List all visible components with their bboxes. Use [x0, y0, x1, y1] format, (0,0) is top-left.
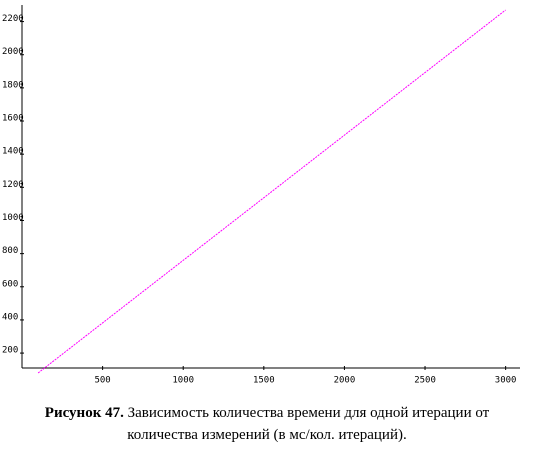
y-tick-label: 1000	[2, 213, 24, 223]
caption-line: количества измерений (в мс/кол. итераций…	[0, 427, 534, 444]
caption-label: Рисунок 47.	[44, 405, 124, 421]
y-tick-label: 600	[2, 279, 18, 289]
y-tick-label: 2200	[2, 14, 24, 24]
x-tick-label: 1000	[172, 376, 194, 386]
y-tick-label: 400	[2, 312, 18, 322]
x-tick-label: 2500	[414, 376, 436, 386]
x-tick-label: 500	[94, 376, 110, 386]
y-tick-label: 800	[2, 246, 18, 256]
y-tick-label: 1600	[2, 114, 24, 124]
x-tick-label: 1500	[253, 376, 275, 386]
y-tick-label: 1400	[2, 147, 24, 157]
caption-text: Зависимость количества времени для одной…	[127, 405, 490, 421]
chart: 200 400 600 800 1000 1200 1400 1600 1800 2000 2200…	[2, 5, 520, 386]
y-tick-label: 1200	[2, 180, 24, 190]
data-line	[37, 9, 506, 374]
y-tick-label: 200	[2, 346, 18, 356]
caption-text: количества измерений (в мс/кол. итераций…	[127, 427, 407, 443]
x-tick-label: 2000	[334, 376, 356, 386]
y-tick-label: 2000	[2, 47, 24, 57]
y-tick-label: 1800	[2, 80, 24, 90]
x-tick-label: 3000	[495, 376, 517, 386]
caption-line: Рисунок 47. Зависимость количества време…	[0, 405, 534, 422]
